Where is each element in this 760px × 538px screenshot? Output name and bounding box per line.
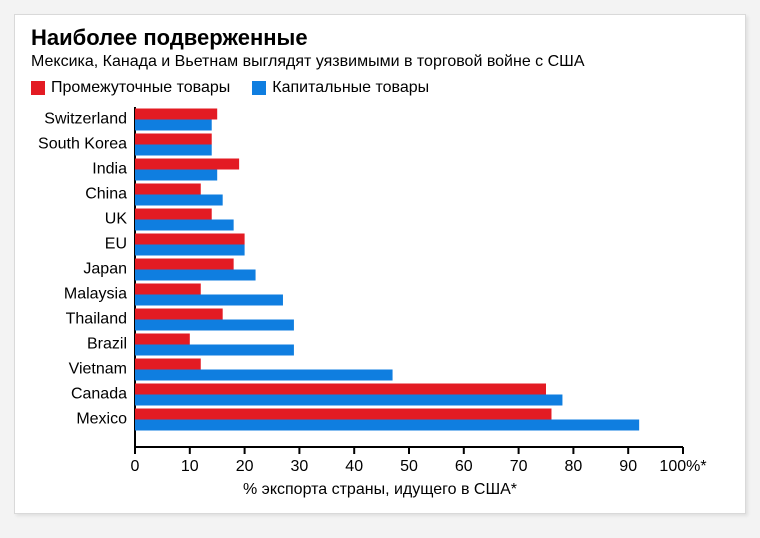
legend-swatch-1 — [252, 81, 266, 95]
x-tick-label: 10 — [181, 458, 199, 475]
bar-series-1 — [135, 170, 217, 181]
category-label: Mexico — [76, 411, 127, 428]
bar-series-1 — [135, 220, 234, 231]
bar-series-1 — [135, 345, 294, 356]
category-label: Japan — [83, 261, 127, 278]
category-label: Brazil — [87, 336, 127, 353]
legend-item-0: Промежуточные товары — [31, 79, 230, 97]
x-tick-label: 80 — [565, 458, 583, 475]
bar-chart-svg: 0 10 20 30 40 50 60 70 80 90 100%* Switzerland South… — [31, 101, 731, 481]
category-label: EU — [105, 236, 127, 253]
bar-series-0 — [135, 159, 239, 170]
x-tick-label: 30 — [291, 458, 309, 475]
legend-item-1: Капитальные товары — [252, 79, 429, 97]
category-label: South Korea — [38, 136, 127, 153]
x-tick-label: 20 — [236, 458, 254, 475]
bar-series-1 — [135, 195, 223, 206]
bar-series-0 — [135, 184, 201, 195]
bar-series-0 — [135, 359, 201, 370]
category-label: Switzerland — [44, 111, 127, 128]
bar-series-0 — [135, 209, 212, 220]
bar-series-0 — [135, 309, 223, 320]
x-tick-label: 100%* — [659, 458, 706, 475]
category-label: China — [85, 186, 127, 203]
x-axis-label: % экспорта страны, идущего в США* — [31, 481, 729, 499]
bar-series-1 — [135, 295, 283, 306]
x-tick-label: 0 — [131, 458, 140, 475]
category-label: Vietnam — [69, 361, 127, 378]
bar-series-0 — [135, 334, 190, 345]
category-label: Canada — [71, 386, 127, 403]
bar-series-0 — [135, 234, 245, 245]
chart-title: Наиболее подверженные — [31, 25, 729, 51]
legend-label-0: Промежуточные товары — [51, 79, 230, 97]
bar-series-0 — [135, 134, 212, 145]
bar-series-1 — [135, 395, 562, 406]
bar-series-1 — [135, 145, 212, 156]
x-tick-label: 60 — [455, 458, 473, 475]
x-tick-label: 50 — [400, 458, 418, 475]
bar-series-0 — [135, 409, 551, 420]
bar-series-0 — [135, 384, 546, 395]
legend-swatch-0 — [31, 81, 45, 95]
plot-area: 0 10 20 30 40 50 60 70 80 90 100%* Switzerland South… — [31, 101, 729, 481]
bar-series-1 — [135, 270, 256, 281]
legend: Промежуточные товары Капитальные товары — [31, 79, 729, 97]
chart-card: Наиболее подверженные Мексика, Канада и … — [14, 14, 746, 514]
category-label: UK — [105, 211, 128, 228]
bar-series-0 — [135, 259, 234, 270]
bar-series-0 — [135, 284, 201, 295]
chart-subtitle: Мексика, Канада и Вьетнам выглядят уязви… — [31, 53, 729, 71]
bar-series-1 — [135, 420, 639, 431]
x-tick-label: 90 — [619, 458, 637, 475]
x-tick-label: 40 — [345, 458, 363, 475]
category-label: Malaysia — [64, 286, 127, 303]
bar-series-1 — [135, 370, 393, 381]
bar-series-0 — [135, 109, 217, 120]
category-label: India — [92, 161, 127, 178]
bar-series-1 — [135, 245, 245, 256]
bar-series-1 — [135, 120, 212, 131]
category-label: Thailand — [66, 311, 127, 328]
x-tick-label: 70 — [510, 458, 528, 475]
legend-label-1: Капитальные товары — [272, 79, 429, 97]
bar-series-1 — [135, 320, 294, 331]
